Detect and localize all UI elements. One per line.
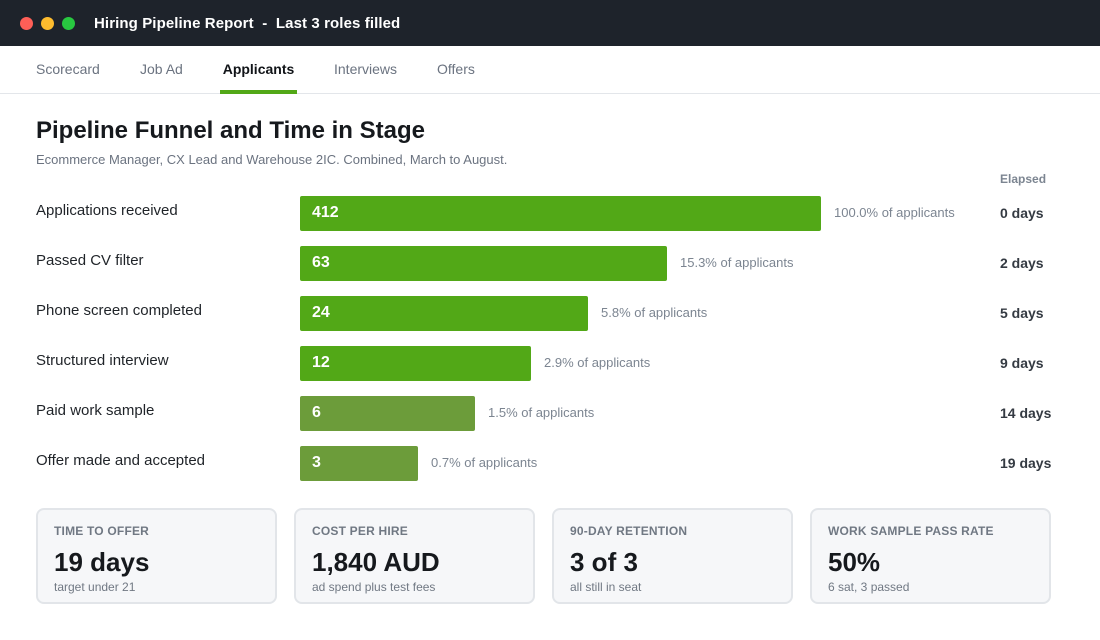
stage-count: 63	[312, 254, 330, 271]
stage-count: 6	[312, 404, 321, 421]
stage-count: 24	[312, 304, 330, 321]
card-note: ad spend plus test fees	[312, 580, 436, 594]
stage-share: 100.0% of applicants	[834, 205, 955, 220]
funnel-row: Passed CV filter 63 15.3% of applicants …	[0, 246, 1100, 282]
page-title: Pipeline Funnel and Time in Stage	[36, 117, 425, 144]
stage-count: 3	[312, 454, 321, 471]
card-value: 1,840 AUD	[312, 547, 440, 577]
page-subtitle: Ecommerce Manager, CX Lead and Warehouse…	[36, 152, 508, 167]
tab-offers[interactable]: Offers	[437, 61, 475, 77]
stage-count: 12	[312, 354, 330, 371]
stage-share: 1.5% of applicants	[488, 405, 595, 420]
stage-share: 5.8% of applicants	[601, 305, 708, 320]
card-label: WORK SAMPLE PASS RATE	[828, 524, 994, 538]
metric-card-time-to-offer: TIME TO OFFER 19 days target under 21	[36, 508, 277, 604]
card-label: TIME TO OFFER	[54, 524, 150, 538]
stage-bar: 24	[300, 296, 588, 331]
tab-interviews[interactable]: Interviews	[334, 61, 398, 77]
stage-bar: 12	[300, 346, 531, 381]
stage-elapsed: 5 days	[1000, 305, 1044, 321]
funnel-row: Paid work sample 6 1.5% of applicants 14…	[0, 396, 1100, 432]
tab-scorecard[interactable]: Scorecard	[36, 61, 100, 77]
stage-share: 2.9% of applicants	[544, 355, 651, 370]
stage-bar: 3	[300, 446, 418, 481]
funnel-row: Offer made and accepted 3 0.7% of applic…	[0, 446, 1100, 482]
tab-bar: Scorecard Job Ad Applicants Interviews O…	[0, 46, 1100, 94]
tab-applicants[interactable]: Applicants	[220, 46, 297, 94]
stage-elapsed: 2 days	[1000, 255, 1044, 271]
card-value: 50%	[828, 547, 881, 577]
card-label: 90-DAY RETENTION	[570, 524, 688, 538]
card-note: 6 sat, 3 passed	[828, 580, 910, 594]
window-controls	[20, 16, 75, 30]
stage-share: 0.7% of applicants	[431, 455, 538, 470]
maximize-window-button[interactable]	[62, 16, 75, 30]
card-value: 3 of 3	[570, 547, 638, 577]
title-bar: Hiring Pipeline Report - Last 3 roles fi…	[0, 0, 1100, 46]
stage-elapsed: 19 days	[1000, 455, 1052, 471]
window-title: Hiring Pipeline Report - Last 3 roles fi…	[94, 14, 401, 32]
stage-elapsed: 9 days	[1000, 355, 1044, 371]
stage-label: Phone screen completed	[36, 302, 202, 319]
funnel-row: Structured interview 12 2.9% of applican…	[0, 346, 1100, 382]
card-note: target under 21	[54, 580, 136, 594]
stage-label: Structured interview	[36, 352, 169, 369]
stage-bar: 63	[300, 246, 667, 281]
stage-label: Offer made and accepted	[36, 452, 205, 469]
stage-elapsed: 14 days	[1000, 405, 1052, 421]
stage-bar: 6	[300, 396, 475, 431]
metric-card-cost-per-hire: COST PER HIRE 1,840 AUD ad spend plus te…	[294, 508, 535, 604]
card-label: COST PER HIRE	[312, 524, 408, 538]
tab-job-ad[interactable]: Job Ad	[140, 61, 183, 77]
stage-label: Passed CV filter	[36, 252, 144, 269]
stage-share: 15.3% of applicants	[680, 255, 794, 270]
close-window-button[interactable]	[20, 16, 33, 30]
card-note: all still in seat	[570, 580, 642, 594]
stage-count: 412	[312, 204, 339, 221]
metric-card-work-sample-pass-rate: WORK SAMPLE PASS RATE 50% 6 sat, 3 passe…	[810, 508, 1051, 604]
stage-bar: 412	[300, 196, 821, 231]
elapsed-column-header: Elapsed	[1000, 172, 1047, 186]
card-value: 19 days	[54, 547, 150, 577]
stage-label: Applications received	[36, 202, 178, 219]
stage-label: Paid work sample	[36, 402, 155, 419]
stage-elapsed: 0 days	[1000, 205, 1044, 221]
minimize-window-button[interactable]	[41, 16, 54, 30]
metric-card-retention: 90-DAY RETENTION 3 of 3 all still in sea…	[552, 508, 793, 604]
funnel-row: Phone screen completed 24 5.8% of applic…	[0, 296, 1100, 332]
funnel-row: Applications received 412 100.0% of appl…	[0, 196, 1100, 232]
